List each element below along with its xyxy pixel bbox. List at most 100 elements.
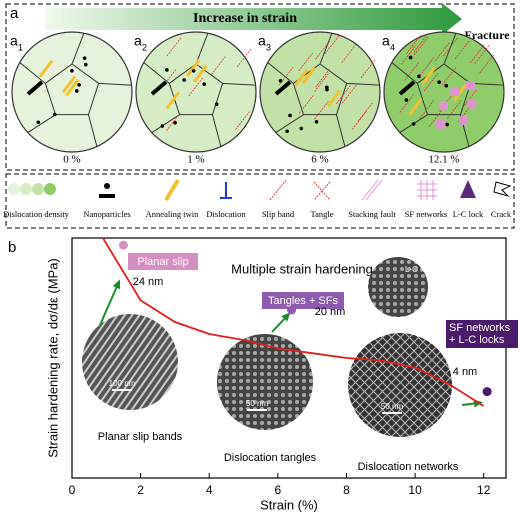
annotation-label: Planar slip — [137, 256, 188, 268]
grain-circle — [11, 31, 133, 153]
nanoparticle — [288, 113, 292, 118]
legend-icon — [313, 181, 331, 201]
slip-band — [400, 46, 416, 65]
stage-label: a — [382, 33, 390, 49]
grain-boundary — [443, 33, 457, 65]
slip-band — [479, 54, 494, 74]
slip-band — [188, 77, 204, 97]
grain-boundary — [267, 62, 294, 84]
strain-label: 0 % — [63, 154, 80, 166]
x-axis-label: Strain (%) — [260, 497, 318, 512]
nanoparticle — [83, 62, 88, 67]
slip-band — [341, 84, 357, 104]
panel-label: b — [8, 239, 16, 256]
grain-schematic — [383, 31, 505, 153]
stage-subscript: 4 — [390, 42, 395, 52]
inset-caption: Dislocation tangles — [224, 452, 317, 464]
slip-band — [404, 62, 420, 81]
annotation-label: SF networks + L-C locks — [446, 320, 518, 348]
x-tick-label: 6 — [275, 483, 282, 497]
slip-band — [429, 108, 444, 127]
nanoparticle — [182, 78, 186, 82]
tem-image — [217, 334, 313, 430]
slip-band — [236, 48, 252, 68]
annealing-twin — [38, 59, 54, 78]
annealing-twin — [326, 89, 342, 108]
x-tick-label: 10 — [408, 483, 422, 497]
legend-icon — [460, 180, 476, 198]
tem-image — [368, 257, 428, 317]
strain-label: 12.1 % — [428, 154, 459, 166]
nanoparticle — [52, 112, 57, 117]
legend-item: Slip band — [262, 179, 295, 219]
legend-text: Slip band — [262, 209, 295, 219]
arrow-head — [112, 279, 121, 290]
nanoparticle — [417, 74, 421, 79]
grain-boundary — [222, 82, 256, 86]
grain-circle — [383, 31, 505, 153]
x-tick-label: 8 — [343, 483, 350, 497]
legend-text: Stacking fault — [348, 209, 396, 219]
annotation-box — [128, 253, 198, 270]
strain-label: 1 % — [187, 154, 204, 166]
annealing-twin — [301, 66, 316, 85]
slip-band — [419, 57, 435, 76]
twin — [26, 80, 44, 96]
grain-boundary — [346, 82, 380, 86]
grain-boundary — [335, 114, 346, 147]
slip-band — [469, 44, 485, 64]
annealing-twin — [65, 78, 80, 97]
slip-band — [335, 85, 351, 104]
annealing-twin — [408, 97, 423, 116]
strain-arrow — [45, 3, 462, 35]
grain-boundary — [168, 63, 224, 116]
nanoparticle — [445, 122, 449, 127]
nanoparticle — [408, 55, 413, 60]
stage-subscript: 3 — [266, 42, 271, 52]
nanoparticle — [299, 126, 304, 131]
nanoparticle — [165, 68, 169, 72]
slip-band — [358, 102, 373, 122]
annealing-twin — [165, 91, 180, 110]
slip-band — [299, 95, 314, 114]
arrow-text: Increase in strain — [193, 11, 297, 26]
sf-network — [459, 116, 469, 126]
slip-band — [462, 89, 477, 109]
legend-item: Dislocation density — [3, 183, 70, 219]
sf-network — [450, 86, 460, 96]
grain-boundary — [391, 62, 418, 84]
nanoparticle — [314, 119, 319, 124]
grain-schematic — [135, 31, 257, 153]
slip-band — [413, 36, 429, 56]
tem-label: L-C locks — [405, 265, 438, 274]
slip-band — [351, 111, 367, 130]
tem-image — [348, 333, 452, 437]
panel-label: a — [10, 5, 19, 22]
nanoparticle — [82, 56, 87, 60]
slip-band — [211, 56, 226, 75]
grain-boundary — [151, 114, 180, 133]
annealing-twin — [452, 83, 468, 102]
slip-band — [166, 37, 182, 57]
nanoparticle — [444, 83, 449, 88]
slip-band — [341, 44, 357, 63]
chart-title: Multiple strain hardening — [231, 261, 373, 276]
grain-boundary — [71, 33, 85, 65]
legend-icon — [32, 183, 44, 195]
arrow-head — [281, 312, 291, 322]
nanoparticle — [173, 120, 177, 125]
annealing-twin — [293, 68, 309, 87]
grain-schematic — [259, 31, 381, 153]
legend-item: SF networks — [405, 180, 447, 219]
strain-label: 6 % — [311, 154, 328, 166]
grain-circle — [135, 31, 257, 153]
legend-item: L-C lock — [453, 180, 484, 219]
slip-band — [360, 59, 376, 79]
legend-icon — [20, 183, 32, 195]
nanoparticle — [437, 80, 441, 84]
legend-icon — [104, 183, 110, 189]
legend-item: Annealing twin — [146, 178, 199, 219]
stage-label: a — [134, 33, 142, 49]
